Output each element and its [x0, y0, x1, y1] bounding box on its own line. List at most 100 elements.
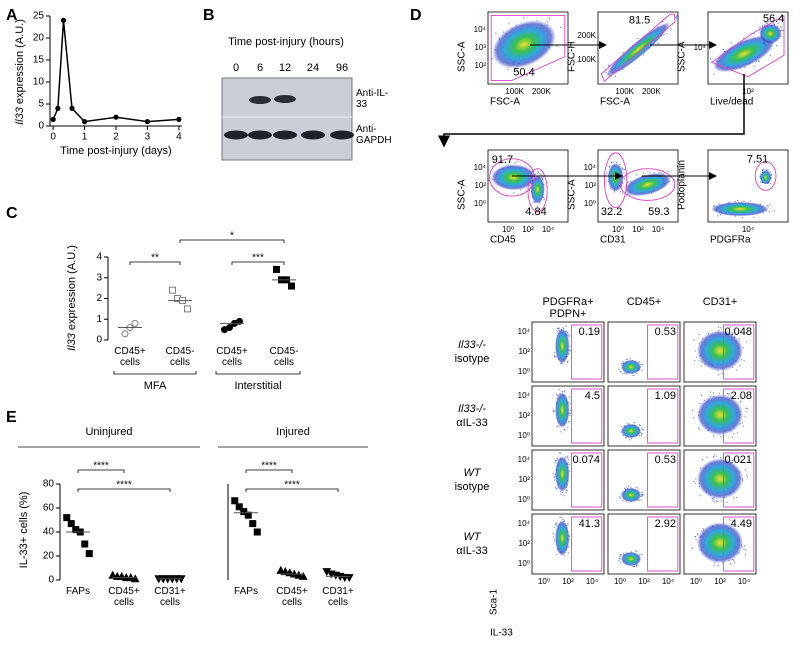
event-dot [633, 421, 636, 424]
lane-label: 96 [336, 62, 348, 74]
event-dot [642, 172, 645, 174]
event-dot [670, 28, 672, 30]
event-dot [554, 523, 557, 525]
category-label: CD31+ cells [154, 586, 186, 608]
gapdh-band [273, 130, 297, 140]
gate [490, 15, 566, 81]
density-blob [555, 328, 570, 364]
event-dot [568, 335, 570, 338]
y-tick-label: 0 [96, 335, 102, 346]
event-dot [738, 338, 741, 340]
event-dot [694, 350, 696, 352]
event-dot [640, 432, 643, 435]
event-dot [743, 548, 745, 550]
y-tick-label: 10² [518, 411, 530, 420]
event-dot [508, 23, 510, 25]
event-dot [753, 216, 755, 218]
event-dot [732, 329, 735, 331]
data-point [288, 282, 295, 290]
event-dot [641, 493, 643, 495]
event-dot [567, 426, 569, 429]
event-dot [553, 477, 555, 479]
event-dot [762, 168, 764, 170]
plot-frame [607, 513, 681, 575]
gate-value: 91.7 [492, 154, 513, 166]
panel-title: Uninjured [85, 426, 132, 438]
event-dot [556, 487, 558, 489]
y-tick-label: 0 [48, 575, 54, 586]
event-dot [746, 476, 749, 478]
category-label: CD45- cells [269, 346, 299, 368]
event-dot [556, 522, 558, 524]
event-dot [626, 182, 629, 184]
density-blob [713, 35, 775, 73]
significance-bracket [179, 239, 285, 243]
event-dot [706, 456, 708, 458]
panel-title: Injured [276, 426, 310, 438]
event-dot [553, 526, 556, 529]
event-dot [769, 182, 771, 185]
lane-label: 12 [279, 62, 291, 74]
event-dot [567, 524, 569, 526]
lane-label: 24 [307, 62, 319, 74]
gating-arrow [438, 74, 745, 148]
gate [723, 452, 755, 508]
gate [723, 388, 755, 444]
event-dot [619, 191, 622, 193]
event-dot [635, 486, 637, 488]
event-dot [742, 347, 744, 349]
y-label-gene: Il33 [66, 332, 78, 351]
data-point [176, 116, 182, 122]
density-blob [696, 522, 744, 564]
density-blob [759, 23, 782, 44]
event-dot [569, 470, 571, 473]
y-label-text: IL-33+ cells (%) [18, 492, 30, 569]
event-dot [721, 372, 724, 375]
density-blob [620, 359, 642, 375]
event-dot [608, 166, 611, 168]
gate [754, 161, 777, 191]
y-axis-label: SSC-A [457, 41, 468, 72]
data-point [60, 17, 67, 23]
y-tick-label: 10³ [474, 43, 486, 52]
y-axis-label: Sca-1 [489, 588, 500, 615]
event-dot [556, 330, 559, 333]
event-dot [736, 432, 739, 434]
x-tick-label: 10² [714, 577, 726, 586]
event-dot [567, 456, 569, 459]
data-point [226, 324, 233, 332]
event-dot [626, 358, 629, 360]
event-dot [606, 172, 608, 174]
gate [600, 13, 676, 82]
y-tick-label: 200K [577, 31, 596, 40]
gate [711, 14, 785, 78]
event-dot [759, 27, 761, 29]
data-point [81, 119, 88, 125]
event-dot [640, 434, 643, 436]
y-tick-label: 10⁰ [518, 367, 530, 376]
event-dot [694, 359, 696, 362]
event-dot [622, 168, 624, 171]
event-dot [563, 428, 566, 431]
gate [619, 168, 676, 201]
event-dot [736, 496, 738, 499]
data-point [108, 570, 118, 579]
y-tick-label: 10² [474, 61, 486, 70]
event-dot [568, 334, 571, 336]
gate [647, 388, 679, 444]
event-dot [537, 172, 539, 175]
gate [571, 324, 603, 380]
event-dot [666, 32, 668, 35]
significance-label: **** [284, 480, 300, 491]
significance-bracket [129, 261, 181, 265]
gate [723, 324, 755, 380]
category-label: CD45- cells [165, 346, 195, 368]
event-dot [700, 365, 702, 367]
event-dot [676, 14, 678, 17]
y-tick-label: 40 [43, 527, 55, 538]
data-point [113, 114, 119, 120]
event-dot [539, 173, 541, 175]
event-dot [714, 454, 716, 456]
event-dot [780, 27, 782, 29]
row-treatment: isotype [454, 481, 490, 493]
